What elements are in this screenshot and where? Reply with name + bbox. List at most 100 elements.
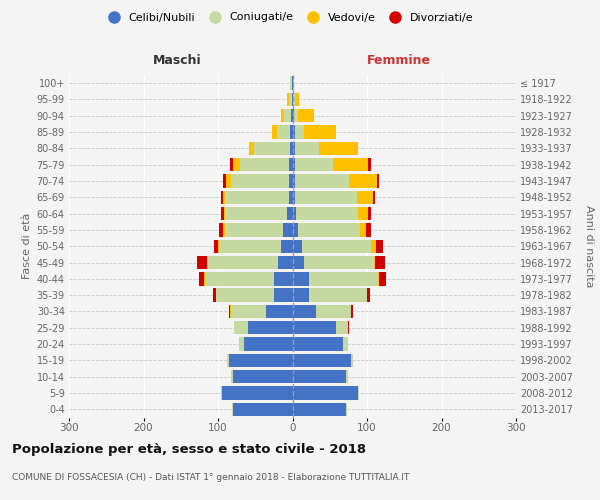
Bar: [379, 272, 386, 285]
Bar: [207, 256, 208, 269]
Bar: [223, 224, 225, 236]
Bar: [281, 109, 284, 122]
Bar: [266, 305, 293, 318]
Bar: [319, 142, 358, 155]
Bar: [226, 174, 230, 188]
Bar: [223, 190, 226, 204]
Bar: [295, 190, 356, 204]
Bar: [293, 224, 298, 236]
Bar: [295, 142, 319, 155]
Bar: [293, 126, 295, 139]
Bar: [287, 93, 289, 106]
Bar: [368, 207, 371, 220]
Bar: [293, 190, 295, 204]
Bar: [293, 174, 295, 188]
Bar: [223, 174, 226, 188]
Text: Maschi: Maschi: [152, 54, 202, 68]
Bar: [221, 207, 224, 220]
Bar: [208, 256, 278, 269]
Bar: [371, 240, 376, 253]
Bar: [343, 338, 347, 351]
Bar: [293, 109, 294, 122]
Bar: [293, 370, 346, 384]
Bar: [291, 109, 293, 122]
Bar: [293, 142, 295, 155]
Bar: [309, 272, 378, 285]
Text: COMUNE DI FOSSACESIA (CH) - Dati ISTAT 1° gennaio 2018 - Elaborazione TUTTITALIA: COMUNE DI FOSSACESIA (CH) - Dati ISTAT 1…: [12, 472, 409, 482]
Bar: [293, 386, 358, 400]
Bar: [367, 288, 370, 302]
Bar: [293, 240, 302, 253]
Bar: [293, 305, 316, 318]
Bar: [349, 174, 377, 188]
Bar: [374, 256, 375, 269]
Bar: [295, 174, 349, 188]
Bar: [244, 338, 293, 351]
Bar: [254, 142, 290, 155]
Bar: [227, 354, 229, 367]
Bar: [293, 402, 346, 416]
Bar: [224, 207, 226, 220]
Bar: [287, 207, 293, 220]
Bar: [293, 354, 350, 367]
Bar: [375, 256, 385, 269]
Bar: [277, 126, 290, 139]
Bar: [225, 224, 283, 236]
Bar: [290, 76, 292, 90]
Bar: [290, 142, 293, 155]
Bar: [232, 370, 233, 384]
Bar: [295, 158, 334, 172]
Bar: [233, 158, 241, 172]
Bar: [213, 288, 216, 302]
Bar: [274, 272, 293, 285]
Bar: [298, 109, 314, 122]
Bar: [298, 224, 360, 236]
Bar: [241, 158, 289, 172]
Bar: [233, 402, 293, 416]
Bar: [296, 207, 358, 220]
Bar: [272, 126, 277, 139]
Bar: [289, 190, 293, 204]
Bar: [378, 272, 379, 285]
Bar: [226, 190, 289, 204]
Bar: [293, 76, 294, 90]
Bar: [295, 93, 299, 106]
Bar: [373, 190, 375, 204]
Bar: [230, 158, 233, 172]
Bar: [304, 126, 336, 139]
Bar: [226, 207, 287, 220]
Bar: [295, 126, 304, 139]
Bar: [316, 305, 352, 318]
Bar: [368, 158, 371, 172]
Bar: [290, 126, 293, 139]
Bar: [214, 240, 218, 253]
Bar: [289, 93, 292, 106]
Bar: [283, 224, 293, 236]
Bar: [309, 288, 367, 302]
Bar: [360, 224, 366, 236]
Bar: [358, 386, 359, 400]
Bar: [221, 386, 222, 400]
Text: Femmine: Femmine: [367, 54, 431, 68]
Bar: [232, 402, 233, 416]
Bar: [366, 224, 371, 236]
Bar: [292, 93, 293, 106]
Bar: [221, 190, 223, 204]
Bar: [230, 174, 289, 188]
Bar: [204, 272, 205, 285]
Bar: [293, 338, 343, 351]
Text: Popolazione per età, sesso e stato civile - 2018: Popolazione per età, sesso e stato civil…: [12, 442, 366, 456]
Bar: [248, 321, 293, 334]
Bar: [356, 190, 373, 204]
Bar: [274, 288, 293, 302]
Bar: [239, 338, 244, 351]
Bar: [219, 224, 223, 236]
Bar: [293, 158, 295, 172]
Bar: [292, 76, 293, 90]
Bar: [377, 174, 379, 188]
Bar: [346, 370, 347, 384]
Bar: [346, 402, 347, 416]
Bar: [294, 109, 298, 122]
Bar: [229, 305, 230, 318]
Bar: [376, 240, 383, 253]
